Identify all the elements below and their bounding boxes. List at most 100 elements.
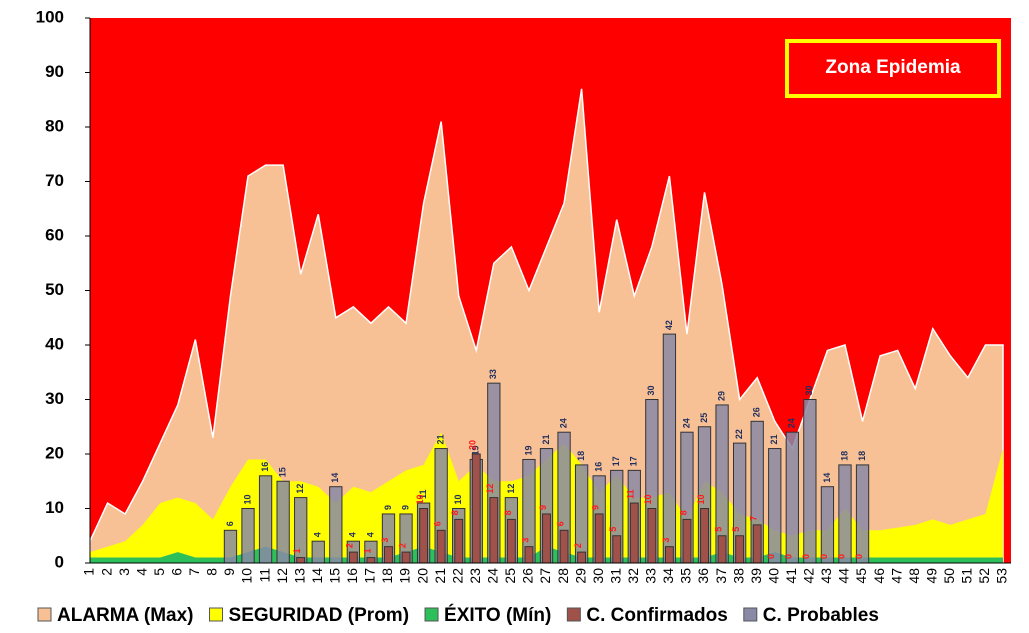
annotation-box bbox=[785, 39, 1001, 98]
x-tick-label: 25 bbox=[502, 568, 518, 584]
bar bbox=[612, 535, 622, 564]
y-tick-label: 100 bbox=[36, 7, 64, 26]
value-label: 2 bbox=[345, 543, 355, 548]
value-label: 1 bbox=[292, 549, 302, 554]
x-tick-label: 49 bbox=[923, 568, 939, 584]
value-label: 10 bbox=[453, 494, 463, 504]
x-tick-label: 17 bbox=[362, 568, 378, 584]
value-label: 3 bbox=[380, 538, 390, 543]
value-label: 6 bbox=[225, 521, 235, 526]
x-tick-label: 2 bbox=[98, 568, 114, 576]
value-label: 20 bbox=[468, 440, 478, 450]
x-tick-label: 9 bbox=[221, 568, 237, 576]
bar bbox=[506, 518, 516, 564]
legend-swatch bbox=[37, 607, 52, 622]
y-tick-label: 80 bbox=[45, 116, 64, 135]
bar bbox=[838, 464, 852, 564]
x-tick-label: 40 bbox=[765, 568, 781, 584]
bar bbox=[820, 486, 835, 564]
x-tick-label: 12 bbox=[274, 568, 290, 584]
x-tick-label: 31 bbox=[607, 568, 623, 584]
value-label: 19 bbox=[471, 445, 481, 455]
y-tick-label: 40 bbox=[45, 334, 64, 353]
bar bbox=[384, 546, 393, 564]
bar bbox=[785, 431, 799, 564]
legend-label: ÉXITO (Mín) bbox=[444, 604, 551, 626]
bar bbox=[401, 551, 411, 564]
value-label: 9 bbox=[383, 505, 393, 510]
bar bbox=[348, 551, 358, 564]
x-tick-label: 26 bbox=[520, 568, 536, 584]
bar bbox=[419, 508, 429, 564]
y-tick-label: 90 bbox=[45, 62, 64, 81]
bar bbox=[735, 535, 745, 564]
value-label: 19 bbox=[523, 445, 533, 455]
y-tick-label: 70 bbox=[45, 171, 64, 190]
bar bbox=[629, 502, 639, 564]
bar bbox=[559, 529, 569, 564]
value-label: 10 bbox=[696, 494, 706, 504]
value-label: 30 bbox=[804, 385, 814, 395]
value-label: 17 bbox=[611, 456, 621, 466]
x-tick-label: 37 bbox=[713, 568, 729, 584]
value-label: 42 bbox=[664, 320, 674, 330]
x-tick-label: 30 bbox=[590, 568, 606, 584]
x-tick-label: 3 bbox=[116, 568, 132, 576]
value-label: 26 bbox=[752, 407, 762, 417]
bar bbox=[768, 448, 782, 564]
legend-label: ALARMA (Max) bbox=[57, 605, 194, 626]
value-label: 11 bbox=[626, 490, 636, 500]
x-tick-label: 47 bbox=[888, 568, 904, 584]
x-tick-label: 27 bbox=[537, 568, 553, 584]
bar bbox=[258, 475, 273, 564]
bar bbox=[276, 480, 290, 564]
x-tick-label: 45 bbox=[853, 568, 869, 584]
bar bbox=[803, 399, 817, 564]
value-label: 2 bbox=[397, 543, 407, 548]
y-tick-label: 0 bbox=[55, 552, 64, 571]
x-tick-label: 10 bbox=[239, 568, 255, 584]
value-label: 10 bbox=[242, 494, 252, 504]
value-label: 10 bbox=[643, 494, 653, 504]
bar bbox=[542, 513, 551, 564]
value-label: 21 bbox=[436, 435, 446, 445]
value-label: 24 bbox=[681, 418, 691, 428]
x-tick-label: 52 bbox=[976, 568, 992, 584]
x-tick-label: 39 bbox=[748, 568, 764, 584]
x-tick-label: 32 bbox=[625, 568, 641, 584]
x-tick-label: 16 bbox=[344, 568, 360, 584]
x-tick-label: 38 bbox=[730, 568, 746, 584]
bar bbox=[454, 518, 464, 564]
value-label: 0 bbox=[766, 554, 776, 559]
value-label: 24 bbox=[558, 418, 568, 428]
value-label: 0 bbox=[819, 554, 829, 559]
legend-swatch bbox=[566, 607, 581, 622]
value-label: 5 bbox=[608, 527, 618, 532]
x-tick-label: 24 bbox=[485, 568, 501, 584]
value-label: 4 bbox=[348, 532, 358, 537]
value-label: 3 bbox=[661, 538, 671, 543]
value-label: 18 bbox=[857, 451, 867, 461]
value-label: 9 bbox=[538, 505, 548, 510]
annotation: Zona Epidemia bbox=[825, 57, 961, 78]
value-label: 21 bbox=[769, 435, 779, 445]
value-label: 0 bbox=[801, 554, 811, 559]
x-tick-label: 5 bbox=[151, 568, 167, 576]
value-label: 6 bbox=[555, 521, 565, 526]
bar bbox=[471, 453, 481, 564]
value-label: 16 bbox=[594, 462, 604, 472]
y-tick-label: 60 bbox=[45, 225, 64, 244]
value-label: 22 bbox=[734, 429, 744, 439]
x-tick-label: 41 bbox=[783, 568, 799, 584]
area bbox=[89, 88, 1004, 564]
value-label: 21 bbox=[541, 435, 551, 445]
value-label: 24 bbox=[787, 418, 797, 428]
x-tick-label: 48 bbox=[906, 568, 922, 584]
x-tick-label: 46 bbox=[871, 568, 887, 584]
value-label: 18 bbox=[839, 451, 849, 461]
value-label: 0 bbox=[784, 554, 794, 559]
value-label: 0 bbox=[854, 554, 864, 559]
legend-swatch bbox=[424, 607, 439, 622]
bar bbox=[241, 508, 255, 564]
x-tick-label: 4 bbox=[133, 568, 149, 576]
